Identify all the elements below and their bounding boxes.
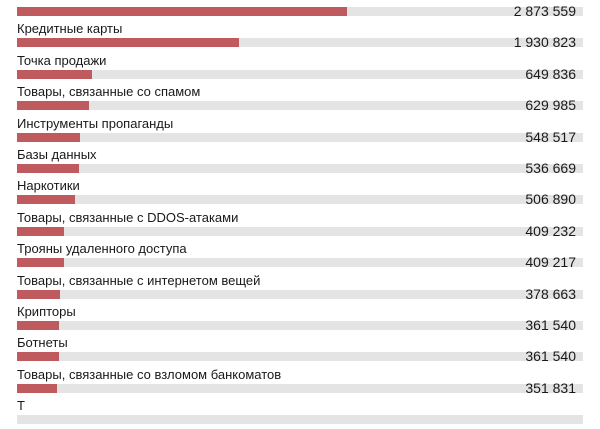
bar-value: 548 517	[525, 128, 576, 145]
chart-row: Товары, связанные со спамом 629 985	[17, 84, 583, 114]
bar-value: 629 985	[525, 97, 576, 114]
bar-chart: 2 873 559 Кредитные карты 1 930 823 Точк…	[17, 0, 583, 429]
chart-row: Ботнеты 361 540	[17, 335, 583, 365]
bar	[17, 320, 59, 330]
chart-row: Т	[17, 398, 583, 425]
chart-row: 2 873 559	[17, 0, 583, 19]
bar	[17, 69, 92, 79]
chart-row: Кредитные карты 1 930 823	[17, 21, 583, 51]
chart-row: Крипторы 361 540	[17, 303, 583, 333]
bar-track: 506 890	[17, 191, 583, 208]
bar-track: 409 217	[17, 254, 583, 271]
bar	[17, 226, 64, 236]
chart-row: Трояны удаленного доступа 409 217	[17, 241, 583, 271]
bar-label: Товары, связанные с интернетом вещей	[17, 272, 261, 288]
bar	[17, 258, 64, 268]
bar	[17, 195, 75, 205]
bar-label: Т	[17, 398, 25, 414]
bar-track: 548 517	[17, 128, 583, 145]
bar-track	[17, 415, 583, 425]
bar-value: 378 663	[525, 285, 576, 302]
bar	[17, 163, 79, 173]
bar-track: 649 836	[17, 65, 583, 82]
bar-value: 2 873 559	[513, 3, 576, 19]
bar-label: Трояны удаленного доступа	[17, 241, 187, 257]
chart-row: Точка продажи 649 836	[17, 52, 583, 82]
bar-label: Товары, связанные со спамом	[17, 84, 201, 100]
bar-value: 409 217	[525, 254, 576, 271]
chart-row: Товары, связанные с интернетом вещей 378…	[17, 272, 583, 302]
bar-label: Товары, связанные со взломом банкоматов	[17, 366, 282, 382]
bar-value: 536 669	[525, 159, 576, 176]
bar-track: 361 540	[17, 348, 583, 365]
bar-label: Крипторы	[17, 303, 76, 319]
bar	[17, 383, 57, 393]
bar	[17, 101, 89, 111]
bar-value: 351 831	[525, 379, 576, 396]
bar	[17, 289, 60, 299]
bar-value: 409 232	[525, 222, 576, 239]
bar-value: 361 540	[525, 316, 576, 333]
bar	[17, 132, 80, 142]
chart-row: Товары, связанные со взломом банкоматов …	[17, 366, 583, 396]
bar-label: Ботнеты	[17, 335, 68, 351]
bar-value: 361 540	[525, 348, 576, 365]
bar-track: 361 540	[17, 316, 583, 333]
bar-label: Точка продажи	[17, 52, 107, 68]
bar-label: Инструменты пропаганды	[17, 115, 174, 131]
bar-track: 1 930 823	[17, 34, 583, 51]
chart-row: Наркотики 506 890	[17, 178, 583, 208]
bar	[17, 38, 239, 48]
bar-value: 649 836	[525, 65, 576, 82]
bar-label: Базы данных	[17, 146, 97, 162]
bar-label: Наркотики	[17, 178, 80, 194]
bar-track: 378 663	[17, 285, 583, 302]
bar-label: Товары, связанные с DDOS-атаками	[17, 209, 239, 225]
bar-value: 506 890	[525, 191, 576, 208]
chart-row: Базы данных 536 669	[17, 146, 583, 176]
bar-track: 2 873 559	[17, 3, 583, 19]
bar-track: 536 669	[17, 159, 583, 176]
bar-track: 351 831	[17, 379, 583, 396]
chart-row: Товары, связанные с DDOS-атаками 409 232	[17, 209, 583, 239]
bar	[17, 7, 347, 16]
bar-label	[17, 0, 583, 5]
bar	[17, 352, 59, 362]
bar-track: 409 232	[17, 222, 583, 239]
bar-label: Кредитные карты	[17, 21, 123, 37]
bar-value: 1 930 823	[513, 34, 576, 51]
bar-track: 629 985	[17, 97, 583, 114]
chart-row: Инструменты пропаганды 548 517	[17, 115, 583, 145]
